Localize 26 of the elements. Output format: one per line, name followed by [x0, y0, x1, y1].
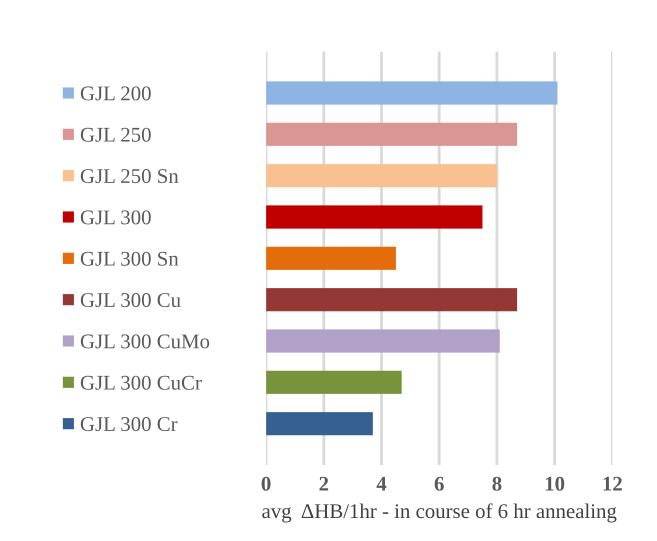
y-tick-label: GJL 300	[80, 210, 151, 224]
bar	[266, 412, 373, 436]
y-tick-label: GJL 300 CuCr	[80, 376, 202, 390]
x-tick-label: 4	[376, 476, 386, 491]
x-axis-title: avg ΔHB/1hr - in course of 6 hr annealing	[262, 503, 616, 522]
y-tick-label: GJL 300 Cu	[80, 293, 181, 308]
y-tick-label: GJL 200	[80, 86, 151, 100]
y-tick-label: GJL 300 Sn	[80, 252, 178, 266]
bar	[266, 81, 558, 105]
bar	[266, 329, 500, 353]
y-tick-label: GJL 300 Cr	[80, 417, 178, 432]
bar	[266, 370, 402, 394]
bar	[266, 205, 482, 229]
bar	[266, 122, 518, 146]
x-tick-label: 0	[262, 476, 270, 491]
bar	[266, 288, 518, 312]
x-tick-label: 6	[434, 476, 444, 491]
x-tick-label: 12	[604, 476, 622, 491]
x-tick-label: 8	[492, 476, 502, 491]
x-tick-label: 2	[319, 476, 328, 491]
y-tick-label: GJL 300 CuMo	[80, 334, 210, 348]
bar	[266, 246, 396, 270]
y-tick-label: GJL 250 Sn	[80, 169, 178, 184]
y-tick-label: GJL 250	[80, 128, 151, 142]
bar	[266, 164, 497, 188]
x-tick-label: 10	[546, 476, 564, 491]
